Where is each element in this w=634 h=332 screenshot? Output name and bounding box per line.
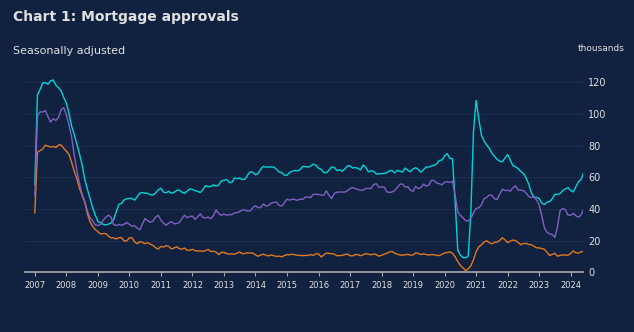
Text: thousands: thousands [578,44,624,53]
Text: Seasonally adjusted: Seasonally adjusted [13,46,125,56]
Text: Chart 1: Mortgage approvals: Chart 1: Mortgage approvals [13,10,238,24]
